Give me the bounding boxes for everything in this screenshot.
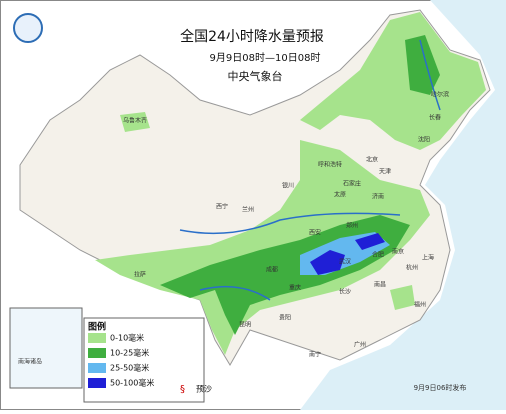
- legend-items: 0-10毫米 10-25毫米 25-50毫米 50-100毫米: [88, 333, 154, 388]
- city: 西宁: [216, 203, 228, 211]
- legend-swatch: [88, 333, 106, 343]
- city: 杭州: [406, 264, 418, 272]
- city: 沈阳: [418, 136, 430, 144]
- sea: [300, 0, 506, 410]
- city: 北京: [366, 156, 378, 164]
- city: 南宁: [309, 351, 321, 359]
- cities: 乌鲁木齐 哈尔滨 长春 沈阳 呼和浩特 北京 天津 石家庄 太原 济南 银川 兰…: [123, 91, 449, 359]
- city: 广州: [354, 341, 366, 349]
- city: 银川: [282, 182, 294, 190]
- city: 拉萨: [134, 271, 146, 279]
- logo: [13, 13, 43, 43]
- rain-0-10: [300, 12, 486, 150]
- rain-0-10: [95, 140, 430, 355]
- rain-0-10: [390, 285, 415, 310]
- typhoon-label: 预沙: [196, 384, 212, 394]
- city: 南昌: [374, 281, 386, 289]
- city: 昆明: [239, 322, 251, 329]
- city: 成都: [266, 266, 278, 274]
- period: 9月9日08时—10日08时: [210, 52, 321, 64]
- city: 兰州: [242, 206, 254, 214]
- city: 长春: [429, 114, 441, 122]
- legend-label: 0-10毫米: [110, 333, 144, 343]
- issuer: 中央气象台: [228, 69, 283, 83]
- city: 长沙: [339, 288, 351, 296]
- rain-50-100: [310, 250, 345, 275]
- city: 哈尔滨: [431, 91, 449, 99]
- city: 重庆: [289, 284, 301, 292]
- city: 呼和浩特: [318, 161, 342, 169]
- city: 天津: [379, 169, 391, 176]
- city: 合肥: [372, 251, 384, 259]
- river: [179, 39, 441, 301]
- city: 西安: [309, 229, 321, 237]
- city: 石家庄: [343, 180, 361, 188]
- city: 太原: [334, 191, 346, 199]
- rain-50-100: [355, 233, 385, 250]
- inset-label: 南海诸岛: [18, 358, 42, 366]
- legend-label: 25-50毫米: [110, 363, 149, 373]
- footer: 9月9日06时发布: [414, 383, 467, 392]
- city: 武汉: [339, 258, 351, 266]
- legend-title: 图例: [88, 321, 106, 333]
- city: 南京: [392, 248, 404, 256]
- city: 乌鲁木齐: [123, 117, 147, 125]
- rain-0-10: [120, 112, 150, 132]
- city: 郑州: [346, 222, 358, 230]
- city: 上海: [422, 254, 434, 262]
- city: 贵阳: [279, 314, 291, 322]
- typhoon-symbol: §: [180, 384, 185, 395]
- legend-swatch: [88, 348, 106, 358]
- inset-box: [9, 307, 83, 389]
- legend-label: 10-25毫米: [110, 348, 149, 358]
- city: 济南: [372, 193, 384, 201]
- title: 全国24小时降水量预报: [180, 28, 324, 45]
- legend-swatch: [88, 378, 106, 388]
- city: 福州: [414, 301, 426, 309]
- legend-label: 50-100毫米: [110, 378, 154, 388]
- legend-swatch: [88, 363, 106, 373]
